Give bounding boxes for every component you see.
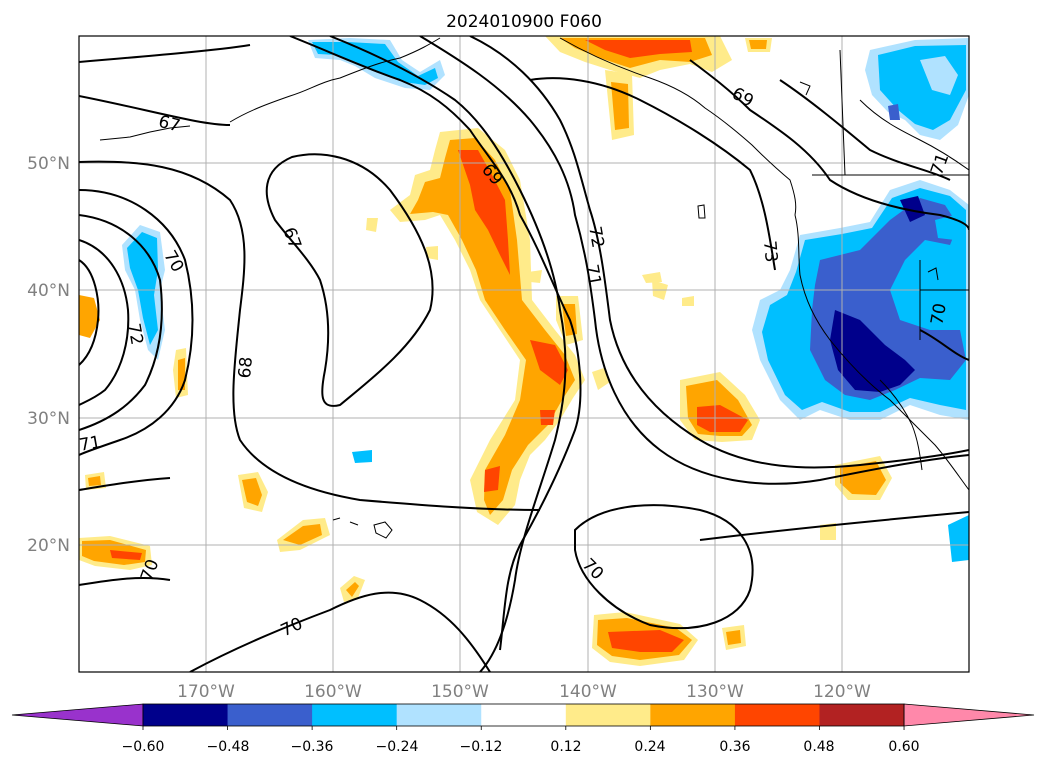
colorbar-segment xyxy=(481,704,567,726)
colorbar-segment xyxy=(819,704,905,726)
colorbar-tick-label: 0.60 xyxy=(888,739,919,755)
contour-label: 68 xyxy=(235,356,257,379)
lat-label: 20°N xyxy=(27,536,70,556)
lon-label: 120°W xyxy=(813,682,871,702)
colorbar-segment xyxy=(143,704,229,726)
colorbar-segment xyxy=(565,704,651,726)
colorbar-extend-high xyxy=(903,703,1035,727)
map-frame xyxy=(78,35,970,673)
shaded-field-negative xyxy=(122,38,969,562)
lon-label: 150°W xyxy=(431,682,489,702)
colorbar-tick-label: 0.36 xyxy=(719,739,750,755)
contour-label: 71 xyxy=(78,432,103,455)
colorbar-frame xyxy=(142,703,905,727)
lat-label: 30°N xyxy=(27,409,70,429)
colorbar-segment xyxy=(734,704,820,726)
colorbar-tick-label: −0.60 xyxy=(122,739,165,755)
contour-label: 73 xyxy=(759,240,781,263)
lon-label: 140°W xyxy=(559,682,617,702)
colorbar-tick-label: −0.12 xyxy=(460,739,503,755)
map-title: 2024010900 F060 xyxy=(446,12,602,32)
latitude-labels: 50°N 40°N 30°N 20°N xyxy=(27,154,70,556)
colorbar-tick-label: 0.24 xyxy=(634,739,665,755)
colorbar-tick-label: 0.48 xyxy=(803,739,834,755)
colorbar xyxy=(11,703,1035,730)
colorbar-tick-label: 0.12 xyxy=(550,739,581,755)
coastlines xyxy=(99,37,969,539)
colorbar-segment xyxy=(312,704,398,726)
colorbar-segment xyxy=(396,704,482,726)
colorbar-tick-label: −0.24 xyxy=(376,739,419,755)
contour-label: 71 xyxy=(581,263,604,288)
contour-label: 72 xyxy=(584,225,607,250)
lat-label: 50°N xyxy=(27,154,70,174)
lat-label: 40°N xyxy=(27,281,70,301)
gridlines xyxy=(79,36,969,672)
colorbar-tick-label: −0.36 xyxy=(291,739,334,755)
map-area: 67 67 68 69 69 70 70 70 70 70 71 71 71 7… xyxy=(78,36,969,672)
colorbar-tick-label: −0.48 xyxy=(207,739,250,755)
colorbar-segment xyxy=(227,704,313,726)
height-contours xyxy=(79,36,969,672)
lon-label: 170°W xyxy=(177,682,235,702)
longitude-labels: 170°W 160°W 150°W 140°W 130°W 120°W xyxy=(177,682,871,702)
contour-label: 70 xyxy=(927,302,950,327)
colorbar-tick-labels: −0.60 −0.48 −0.36 −0.24 −0.12 0.12 0.24 … xyxy=(122,739,920,755)
colorbar-extend-low xyxy=(11,703,144,727)
contour-label: 72 xyxy=(123,322,146,347)
lon-label: 130°W xyxy=(686,682,744,702)
colorbar-segment xyxy=(650,704,736,726)
lon-label: 160°W xyxy=(304,682,362,702)
